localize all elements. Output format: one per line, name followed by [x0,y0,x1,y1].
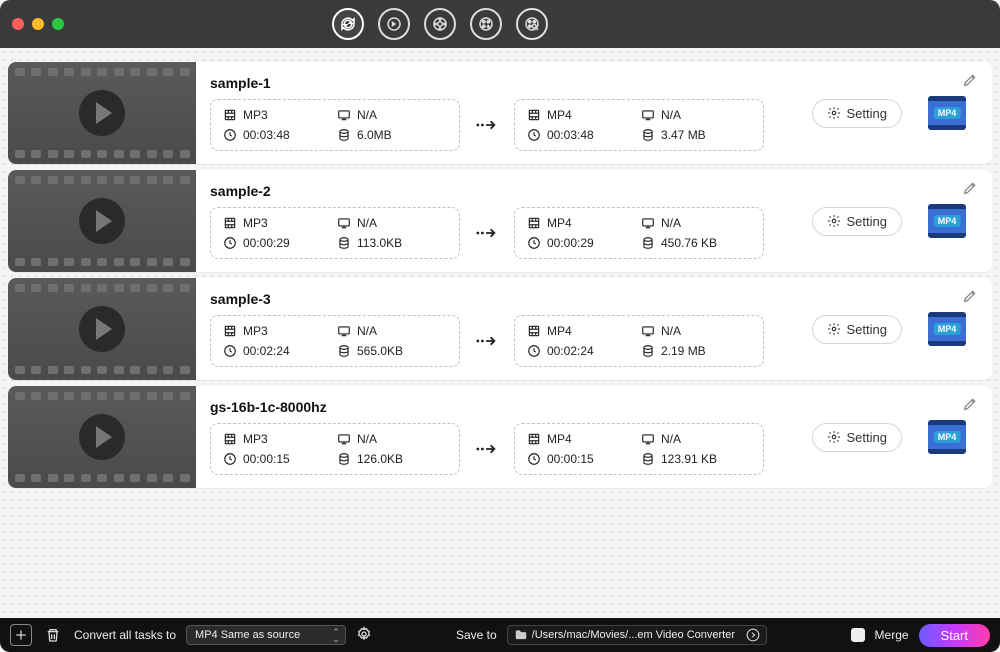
titlebar [0,0,1000,48]
format-field: MP3 [223,324,333,338]
save-path-field[interactable]: /Users/mac/Movies/...em Video Converter [507,625,767,645]
minimize-window-button[interactable] [32,18,44,30]
video-thumbnail[interactable] [8,386,196,488]
output-format-badge[interactable]: MP4 [928,312,966,346]
bottom-bar: Convert all tasks to MP4 Same as source … [0,618,1000,652]
target-info-box: MP4 N/A 00:03:48 3.47 MB [514,99,764,151]
target-info-box: MP4 N/A 00:02:24 2.19 MB [514,315,764,367]
duration-field: 00:00:15 [223,452,333,466]
size-field: 565.0KB [337,344,447,358]
task-row[interactable]: sample-2 MP3 N/A 00:00:29 113.0KB MP4 N/… [8,170,992,272]
display-field: N/A [641,432,751,446]
task-row[interactable]: sample-3 MP3 N/A 00:02:24 565.0KB MP4 N/… [8,278,992,380]
format-select[interactable]: MP4 Same as source [186,625,346,645]
source-info-box: MP3 N/A 00:00:15 126.0KB [210,423,460,475]
task-title: sample-2 [210,183,798,199]
arrow-icon [472,334,502,348]
play-icon [79,90,125,136]
format-settings-icon[interactable] [356,626,372,645]
task-title: sample-1 [210,75,798,91]
play-icon [79,306,125,352]
top-toolbar [332,8,548,40]
size-field: 3.47 MB [641,128,751,142]
format-field: MP4 [527,432,637,446]
duration-field: 00:02:24 [223,344,333,358]
video-thumbnail[interactable] [8,62,196,164]
start-button[interactable]: Start [919,624,990,647]
convert-all-label: Convert all tasks to [74,628,176,642]
go-to-path-icon[interactable] [746,628,760,642]
output-format-badge[interactable]: MP4 [928,96,966,130]
output-format-badge[interactable]: MP4 [928,204,966,238]
play-icon [79,198,125,244]
format-field: MP4 [527,324,637,338]
setting-button[interactable]: Setting [812,315,902,344]
merge-checkbox[interactable] [851,628,865,642]
setting-button[interactable]: Setting [812,99,902,128]
size-field: 126.0KB [337,452,447,466]
arrow-icon [472,226,502,240]
save-to-label: Save to [456,628,497,642]
source-info-box: MP3 N/A 00:02:24 565.0KB [210,315,460,367]
setting-button[interactable]: Setting [812,207,902,236]
play-icon [79,414,125,460]
size-field: 123.91 KB [641,452,751,466]
task-title: sample-3 [210,291,798,307]
arrow-icon [472,118,502,132]
toolbar-convert-icon[interactable] [332,8,364,40]
task-row[interactable]: gs-16b-1c-8000hz MP3 N/A 00:00:15 126.0K… [8,386,992,488]
edit-icon[interactable] [962,180,978,199]
duration-field: 00:02:24 [527,344,637,358]
format-field: MP3 [223,432,333,446]
format-field: MP3 [223,216,333,230]
display-field: N/A [337,324,447,338]
format-field: MP3 [223,108,333,122]
source-info-box: MP3 N/A 00:03:48 6.0MB [210,99,460,151]
size-field: 2.19 MB [641,344,751,358]
edit-icon[interactable] [962,396,978,415]
size-field: 6.0MB [337,128,447,142]
format-field: MP4 [527,216,637,230]
display-field: N/A [337,108,447,122]
source-info-box: MP3 N/A 00:00:29 113.0KB [210,207,460,259]
close-window-button[interactable] [12,18,24,30]
arrow-icon [472,442,502,456]
display-field: N/A [641,216,751,230]
add-task-button[interactable] [10,624,32,646]
toolbar-film-search-icon[interactable] [516,8,548,40]
size-field: 113.0KB [337,236,447,250]
display-field: N/A [337,432,447,446]
setting-button[interactable]: Setting [812,423,902,452]
video-thumbnail[interactable] [8,170,196,272]
task-title: gs-16b-1c-8000hz [210,399,798,415]
target-info-box: MP4 N/A 00:00:15 123.91 KB [514,423,764,475]
task-row[interactable]: sample-1 MP3 N/A 00:03:48 6.0MB MP4 N/A … [8,62,992,164]
edit-icon[interactable] [962,288,978,307]
merge-label: Merge [875,628,909,642]
toolbar-film-gear-icon[interactable] [424,8,456,40]
output-format-badge[interactable]: MP4 [928,420,966,454]
duration-field: 00:00:29 [223,236,333,250]
duration-field: 00:03:48 [223,128,333,142]
display-field: N/A [641,108,751,122]
edit-icon[interactable] [962,72,978,91]
toolbar-sync-alt-icon[interactable] [378,8,410,40]
display-field: N/A [641,324,751,338]
format-field: MP4 [527,108,637,122]
duration-field: 00:00:15 [527,452,637,466]
display-field: N/A [337,216,447,230]
size-field: 450.76 KB [641,236,751,250]
maximize-window-button[interactable] [52,18,64,30]
task-list: sample-1 MP3 N/A 00:03:48 6.0MB MP4 N/A … [0,48,1000,618]
delete-task-button[interactable] [42,624,64,646]
window-controls [12,18,64,30]
target-info-box: MP4 N/A 00:00:29 450.76 KB [514,207,764,259]
video-thumbnail[interactable] [8,278,196,380]
toolbar-film-plus-icon[interactable] [470,8,502,40]
duration-field: 00:03:48 [527,128,637,142]
duration-field: 00:00:29 [527,236,637,250]
